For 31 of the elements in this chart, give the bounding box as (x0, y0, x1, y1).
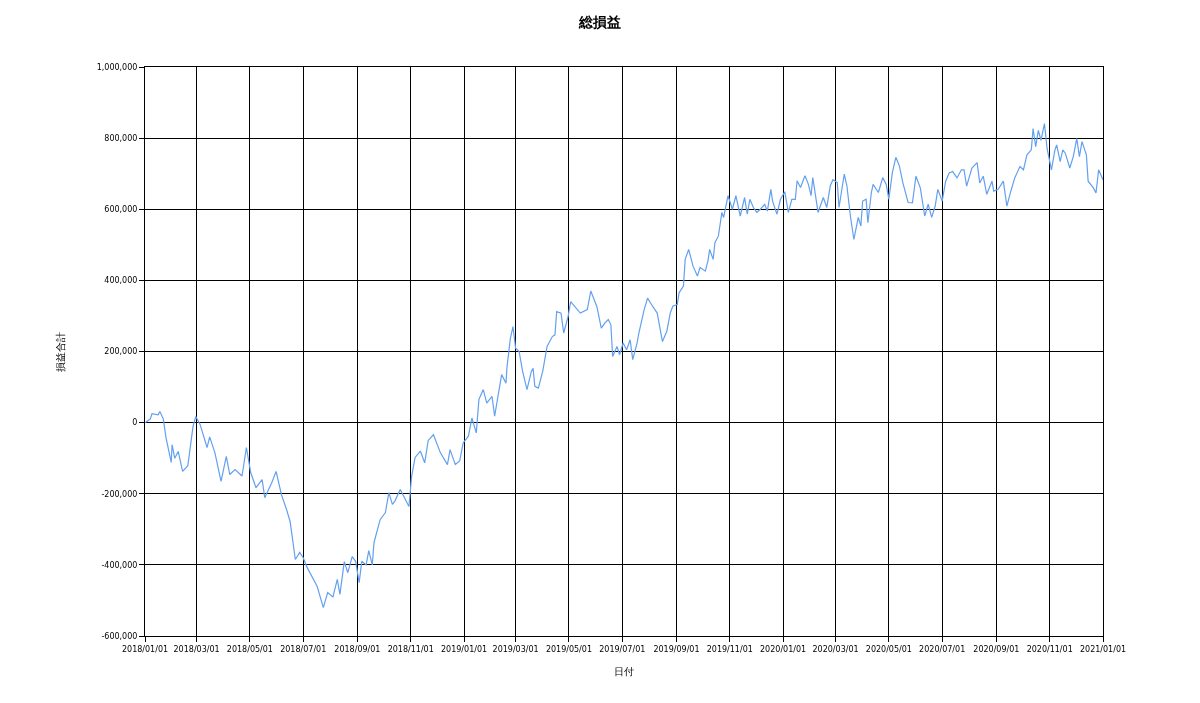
y-tick-label: -400,000 (101, 560, 138, 570)
y-tick-label: 800,000 (104, 133, 138, 143)
x-tick-label: 2019/11/01 (706, 644, 753, 654)
y-tick-label: 400,000 (104, 276, 138, 286)
x-tick-label: 2020/03/01 (812, 644, 859, 654)
x-tick-label: 2018/03/01 (173, 644, 220, 654)
x-tick-label: 2020/01/01 (760, 644, 807, 654)
x-axis-title: 日付 (614, 666, 634, 678)
x-tick-label: 2019/07/01 (599, 644, 646, 654)
x-tick-label: 2018/09/01 (334, 644, 381, 654)
x-tick-label: 2018/05/01 (226, 644, 273, 654)
y-tick-label: -600,000 (101, 631, 138, 641)
x-tick-label: 2019/03/01 (492, 644, 539, 654)
x-tick-label: 2019/05/01 (545, 644, 592, 654)
x-tick-label: 2020/09/01 (973, 644, 1020, 654)
y-axis-title: 損益合計 (54, 331, 66, 372)
y-tick-label: -200,000 (101, 489, 138, 499)
chart-title: 総損益 (578, 14, 621, 31)
x-tick-label: 2019/01/01 (440, 644, 488, 654)
y-tick-label: 0 (132, 418, 138, 428)
x-tick-label: 2020/05/01 (865, 644, 912, 654)
x-tick-label: 2018/07/01 (280, 644, 327, 654)
x-tick-label: 2018/11/01 (387, 644, 434, 654)
x-tick-label: 2018/01/01 (121, 644, 169, 654)
y-tick-label: 1,000,000 (96, 62, 138, 72)
x-tick-label: 2020/07/01 (919, 644, 966, 654)
y-tick-label: 200,000 (104, 347, 138, 357)
y-tick-label: 600,000 (104, 205, 138, 215)
x-tick-label: 2020/11/01 (1026, 644, 1073, 654)
x-tick-label: 2021/01/01 (1079, 644, 1127, 654)
x-tick-label: 2019/09/01 (653, 644, 700, 654)
